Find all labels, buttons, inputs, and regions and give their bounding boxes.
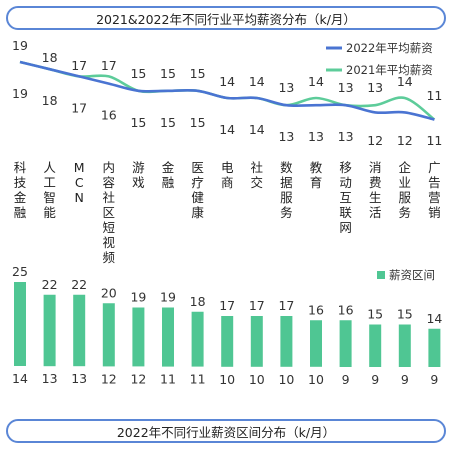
range-bar <box>132 307 145 367</box>
data-label-2021: 14 <box>249 74 265 89</box>
data-label-2022: 16 <box>101 108 117 123</box>
category-label: 移动互联网 <box>339 160 352 235</box>
range-high-label: 14 <box>426 311 442 326</box>
range-high-label: 15 <box>397 307 413 322</box>
range-low-label: 11 <box>190 372 206 387</box>
category-label: 人工智能 <box>43 160 56 220</box>
range-high-label: 22 <box>71 277 87 292</box>
range-bar <box>250 316 263 367</box>
range-bar <box>280 316 293 367</box>
data-label-2022: 12 <box>367 133 383 148</box>
range-high-label: 17 <box>249 298 265 313</box>
range-bar <box>428 328 441 367</box>
data-label-2021: 18 <box>42 50 58 65</box>
range-bar <box>339 320 352 367</box>
category-label: 广告营销 <box>428 160 441 220</box>
category-label: 企业服务 <box>399 160 412 220</box>
range-high-label: 15 <box>367 307 383 322</box>
legend-label-2022: 2022年平均薪资 <box>346 41 433 55</box>
range-bar <box>102 303 115 367</box>
range-bar <box>191 311 204 367</box>
data-label-2022: 15 <box>190 115 206 130</box>
range-low-label: 13 <box>71 371 87 386</box>
range-bar <box>369 324 382 367</box>
range-high-label: 17 <box>278 298 294 313</box>
range-low-label: 13 <box>42 371 58 386</box>
data-label-2021: 17 <box>101 58 117 73</box>
range-low-label: 12 <box>130 371 146 386</box>
range-high-label: 16 <box>308 302 324 317</box>
data-label-2021: 17 <box>71 58 87 73</box>
range-low-label: 14 <box>12 371 28 386</box>
category-label: 消费生活 <box>369 160 382 220</box>
range-low-label: 10 <box>219 372 235 387</box>
category-label: 社交 <box>251 160 264 190</box>
data-label-2022: 13 <box>338 129 354 144</box>
data-label-2022: 11 <box>426 133 442 148</box>
data-label-2021: 11 <box>426 88 442 103</box>
range-bar <box>221 316 234 367</box>
range-low-label: 9 <box>401 372 409 387</box>
range-bar <box>14 282 26 366</box>
data-label-2021: 19 <box>12 38 28 53</box>
range-low-label: 10 <box>249 372 265 387</box>
data-label-2022: 12 <box>397 133 413 148</box>
data-label-2022: 13 <box>278 129 294 144</box>
range-high-label: 18 <box>190 294 206 309</box>
category-label: 数据服务 <box>280 160 293 220</box>
bottom-chart-title: 2022年不同行业薪资区间分布（k/月） <box>6 419 446 443</box>
range-low-label: 10 <box>308 372 324 387</box>
data-label-2021: 14 <box>397 74 413 89</box>
legend-label-range: 薪资区间 <box>389 268 435 282</box>
range-bar <box>310 320 322 367</box>
range-low-label: 9 <box>430 372 438 387</box>
data-label-2022: 14 <box>249 122 265 137</box>
range-low-label: 10 <box>278 372 294 387</box>
category-label: 内容社区短视频 <box>103 160 116 265</box>
data-label-2022: 17 <box>71 100 87 115</box>
range-bar <box>43 294 56 367</box>
range-low-label: 9 <box>342 372 350 387</box>
category-label: 科技金融 <box>14 160 27 220</box>
legend-label-2021: 2021年平均薪资 <box>346 63 433 77</box>
category-label: 游戏 <box>132 160 145 190</box>
range-high-label: 19 <box>160 290 176 305</box>
data-label-2021: 15 <box>190 66 206 81</box>
range-high-label: 22 <box>42 277 58 292</box>
data-label-2022: 15 <box>130 115 146 130</box>
data-label-2021: 15 <box>130 66 146 81</box>
category-label: 教育 <box>310 160 323 190</box>
data-label-2021: 13 <box>367 80 383 95</box>
range-low-label: 9 <box>371 372 379 387</box>
data-label-2022: 18 <box>42 93 58 108</box>
range-high-label: 19 <box>130 290 146 305</box>
range-high-label: 20 <box>101 285 117 300</box>
data-label-2021: 14 <box>308 74 324 89</box>
range-bar <box>162 307 174 367</box>
range-high-label: 17 <box>219 298 235 313</box>
category-label: 医疗健康 <box>191 160 204 220</box>
data-label-2022: 15 <box>160 115 176 130</box>
data-label-2022: 13 <box>308 129 324 144</box>
top-chart-title: 2021&2022年不同行业平均薪资分布（k/月） <box>6 6 446 30</box>
category-label: 金融 <box>162 160 175 190</box>
range-bar <box>73 294 86 367</box>
legend-swatch-range <box>377 271 385 279</box>
data-label-2022: 19 <box>12 86 28 101</box>
range-high-label: 16 <box>338 302 354 317</box>
data-label-2021: 14 <box>219 74 235 89</box>
data-label-2021: 13 <box>278 80 294 95</box>
range-bar <box>398 324 411 367</box>
category-label: 电商 <box>221 160 234 190</box>
range-high-label: 25 <box>12 264 28 279</box>
data-label-2021: 15 <box>160 66 176 81</box>
data-label-2022: 14 <box>219 122 235 137</box>
data-label-2021: 13 <box>338 80 354 95</box>
range-low-label: 12 <box>101 371 117 386</box>
series-line-2022 <box>19 60 435 121</box>
range-low-label: 11 <box>160 372 176 387</box>
